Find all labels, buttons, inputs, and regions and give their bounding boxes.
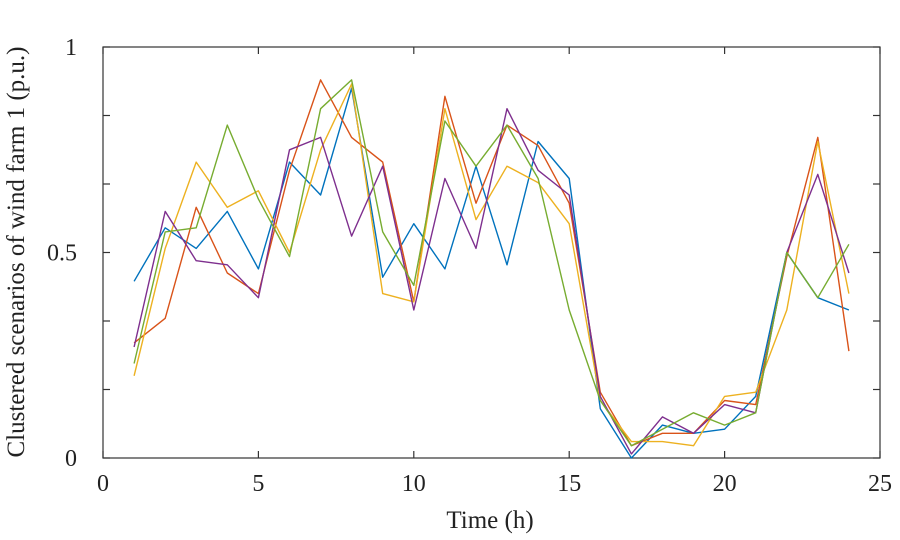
axis-ticks [102, 46, 881, 459]
series-line-4 [133, 107, 850, 455]
x-tick-labels: 0 5 10 15 20 25 [97, 471, 892, 497]
x-tick-label-1: 5 [252, 471, 264, 497]
series-line-3 [133, 83, 850, 447]
series-layer [133, 79, 850, 459]
series-line-5 [133, 79, 850, 447]
x-tick-label-5: 25 [868, 471, 892, 497]
y-axis-label: Clustered scenarios of wind farm 1 (p.u.… [3, 47, 30, 458]
y-tick-label-1: 0.5 [47, 241, 77, 267]
x-axis-label: Time (h) [446, 507, 533, 534]
x-tick-label-4: 20 [713, 471, 737, 497]
y-tick-label-2: 1 [65, 35, 77, 61]
y-tick-label-0: 0 [65, 446, 77, 472]
plot-area-border [102, 46, 881, 459]
x-tick-label-2: 10 [402, 471, 426, 497]
plot-frame [102, 46, 881, 459]
x-tick-label-3: 15 [557, 471, 581, 497]
y-tick-labels: 00.51 [47, 35, 77, 472]
x-tick-label-0: 0 [97, 471, 109, 497]
series-line-2 [133, 79, 850, 447]
